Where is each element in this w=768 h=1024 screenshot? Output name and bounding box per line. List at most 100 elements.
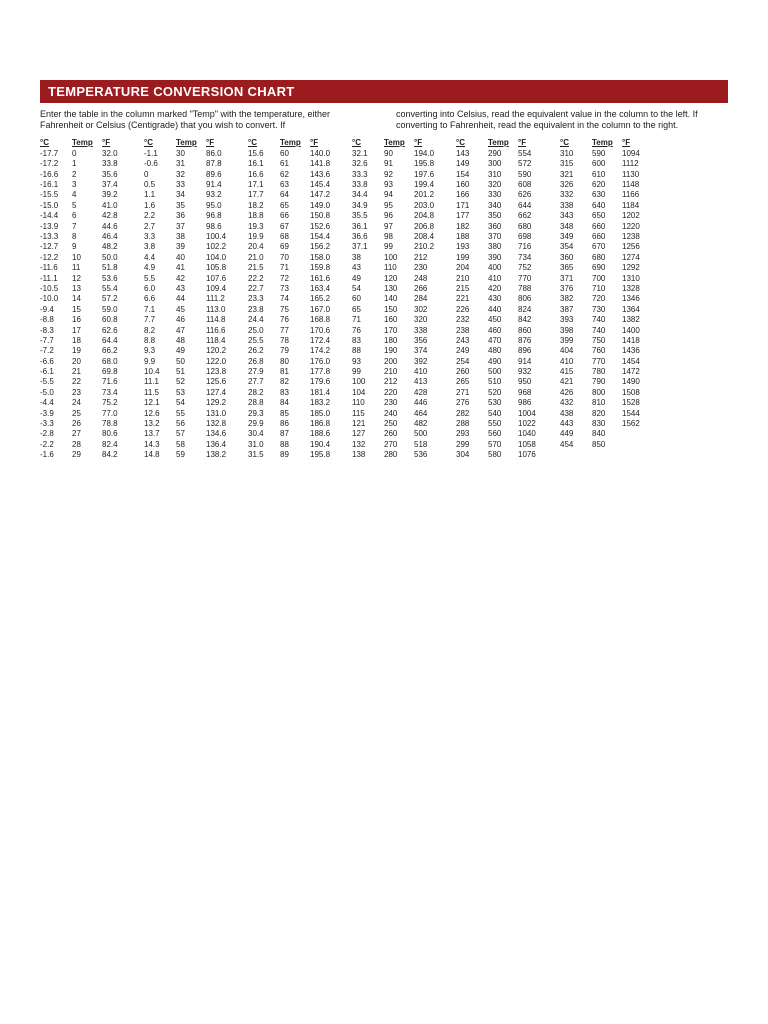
data-cell: 83 xyxy=(280,388,304,398)
data-cell: 288 xyxy=(456,419,482,429)
data-cell: 338 xyxy=(560,201,586,211)
data-cell: 35.6 xyxy=(102,170,130,180)
data-cell: 570 xyxy=(488,440,512,450)
data-cell: 382 xyxy=(560,294,586,304)
data-cell: 141.8 xyxy=(310,159,338,169)
data-cell: 265 xyxy=(456,377,482,387)
data-cell: 212 xyxy=(414,253,442,263)
column-header: °F xyxy=(622,138,650,148)
column-header: °C xyxy=(144,138,170,148)
data-cell: 84.2 xyxy=(102,450,130,460)
data-cell: 127 xyxy=(352,429,378,439)
data-cell: 193 xyxy=(456,242,482,252)
data-cell: 540 xyxy=(488,409,512,419)
data-cell: 73 xyxy=(280,284,304,294)
data-cell: 230 xyxy=(414,263,442,273)
data-cell: 129.2 xyxy=(206,398,234,408)
data-cell: 660 xyxy=(592,232,616,242)
data-cell: 96 xyxy=(384,211,408,221)
data-cell: 38 xyxy=(176,232,200,242)
data-cell: 914 xyxy=(518,357,546,367)
data-cell: 698 xyxy=(518,232,546,242)
data-cell: 104.0 xyxy=(206,253,234,263)
data-cell: 9.3 xyxy=(144,346,170,356)
data-cell: 1418 xyxy=(622,336,650,346)
data-cell: 55 xyxy=(176,409,200,419)
data-cell: 876 xyxy=(518,336,546,346)
data-cell: 18.2 xyxy=(248,201,274,211)
data-cell: 66.2 xyxy=(102,346,130,356)
data-cell: 21 xyxy=(72,367,96,377)
data-cell: 266 xyxy=(414,284,442,294)
data-cell: 354 xyxy=(560,242,586,252)
data-cell: 1508 xyxy=(622,388,650,398)
data-cell: 299 xyxy=(456,440,482,450)
data-cell: 1022 xyxy=(518,419,546,429)
data-cell: 249 xyxy=(456,346,482,356)
data-cell: -6.6 xyxy=(40,357,66,367)
data-cell: 27.9 xyxy=(248,367,274,377)
data-cell: 215 xyxy=(456,284,482,294)
column-header: °F xyxy=(518,138,546,148)
data-cell: 76 xyxy=(280,315,304,325)
celsius-column: °C15.616.116.617.117.718.218.819.319.920… xyxy=(248,138,274,461)
data-cell: 19.9 xyxy=(248,232,274,242)
data-cell: 86.0 xyxy=(206,149,234,159)
data-cell: 518 xyxy=(414,440,442,450)
data-cell: 340 xyxy=(488,201,512,211)
data-cell: 780 xyxy=(592,367,616,377)
data-cell: -17.2 xyxy=(40,159,66,169)
data-cell: 392 xyxy=(414,357,442,367)
data-cell: 608 xyxy=(518,180,546,190)
data-cell: 102.2 xyxy=(206,242,234,252)
data-cell: 387 xyxy=(560,305,586,315)
data-cell: 70 xyxy=(280,253,304,263)
data-cell: 89.6 xyxy=(206,170,234,180)
data-cell: 360 xyxy=(560,253,586,263)
data-cell: 860 xyxy=(518,326,546,336)
data-cell: 321 xyxy=(560,170,586,180)
data-cell: 50.0 xyxy=(102,253,130,263)
data-cell: 107.6 xyxy=(206,274,234,284)
data-cell: 93 xyxy=(384,180,408,190)
data-cell: 116.6 xyxy=(206,326,234,336)
data-cell: 1.6 xyxy=(144,201,170,211)
data-cell: 59.0 xyxy=(102,305,130,315)
data-cell: 27.7 xyxy=(248,377,274,387)
data-cell: 16.6 xyxy=(248,170,274,180)
data-cell: 140 xyxy=(384,294,408,304)
column-header: Temp xyxy=(384,138,408,148)
data-cell: 220 xyxy=(384,388,408,398)
data-cell: 1472 xyxy=(622,367,650,377)
data-cell: 21.0 xyxy=(248,253,274,263)
data-cell: 41 xyxy=(176,263,200,273)
data-cell: 168.8 xyxy=(310,315,338,325)
data-cell: 620 xyxy=(592,180,616,190)
column-header: Temp xyxy=(176,138,200,148)
data-cell: 190 xyxy=(384,346,408,356)
data-cell: 315 xyxy=(560,159,586,169)
data-cell: 53 xyxy=(176,388,200,398)
data-cell: 91 xyxy=(384,159,408,169)
data-cell: 26 xyxy=(72,419,96,429)
data-cell: -15.5 xyxy=(40,190,66,200)
data-cell: 78 xyxy=(280,336,304,346)
data-cell: 374 xyxy=(414,346,442,356)
column-header: Temp xyxy=(488,138,512,148)
data-cell: 660 xyxy=(592,222,616,232)
data-cell: 177 xyxy=(456,211,482,221)
data-cell: 183.2 xyxy=(310,398,338,408)
data-cell: 8.2 xyxy=(144,326,170,336)
data-cell: 371 xyxy=(560,274,586,284)
data-cell: 160 xyxy=(456,180,482,190)
data-cell: -5.0 xyxy=(40,388,66,398)
data-cell: 1130 xyxy=(622,170,650,180)
data-cell: 1490 xyxy=(622,377,650,387)
data-cell: 1148 xyxy=(622,180,650,190)
data-cell: 156.2 xyxy=(310,242,338,252)
data-cell: 454 xyxy=(560,440,586,450)
data-cell: -8.8 xyxy=(40,315,66,325)
data-cell: 1544 xyxy=(622,409,650,419)
data-cell: 300 xyxy=(488,159,512,169)
data-cell: 44.6 xyxy=(102,222,130,232)
